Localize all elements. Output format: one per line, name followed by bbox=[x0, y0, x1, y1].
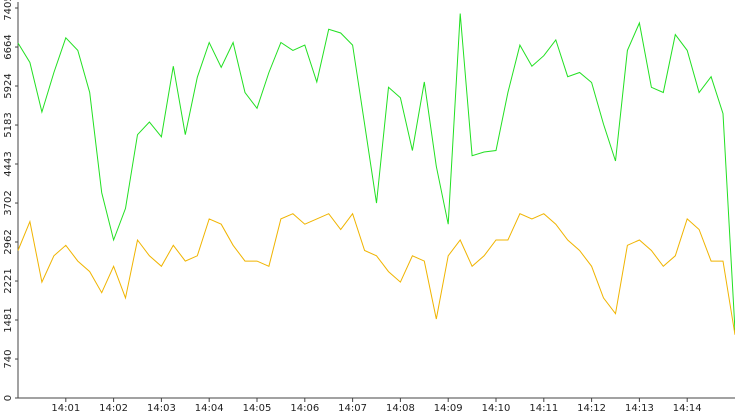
series-line bbox=[17, 212, 735, 335]
x-tick-label: 14:08 bbox=[386, 403, 415, 414]
x-tick-label: 14:02 bbox=[99, 403, 128, 414]
y-tick-label: 5924 bbox=[3, 73, 14, 98]
x-tick-label: 14:11 bbox=[529, 403, 558, 414]
y-tick-label: 5183 bbox=[3, 112, 14, 137]
x-tick-label: 14:14 bbox=[673, 403, 702, 414]
x-tick-label: 14:09 bbox=[434, 403, 463, 414]
x-tick-label: 14:10 bbox=[482, 403, 511, 414]
y-tick-label: 2962 bbox=[3, 229, 14, 254]
x-tick-label: 14:06 bbox=[290, 403, 319, 414]
y-tick-label: 3702 bbox=[3, 190, 14, 215]
y-tick-label: 0 bbox=[3, 395, 14, 401]
x-tick-label: 14:13 bbox=[625, 403, 654, 414]
y-tick-label: 7405 bbox=[3, 0, 14, 21]
series-line bbox=[17, 13, 735, 331]
y-tick-label: 6664 bbox=[3, 34, 14, 59]
x-tick-label: 14:01 bbox=[51, 403, 80, 414]
y-tick-label: 1481 bbox=[3, 307, 14, 332]
y-tick-label: 4443 bbox=[3, 151, 14, 176]
y-tick-label: 740 bbox=[3, 349, 14, 368]
x-tick-label: 14:07 bbox=[338, 403, 367, 414]
x-tick-label: 14:03 bbox=[147, 403, 176, 414]
x-tick-label: 14:05 bbox=[243, 403, 272, 414]
x-tick-label: 14:12 bbox=[577, 403, 606, 414]
x-tick-label: 14:04 bbox=[195, 403, 224, 414]
y-tick-label: 2221 bbox=[3, 268, 14, 293]
